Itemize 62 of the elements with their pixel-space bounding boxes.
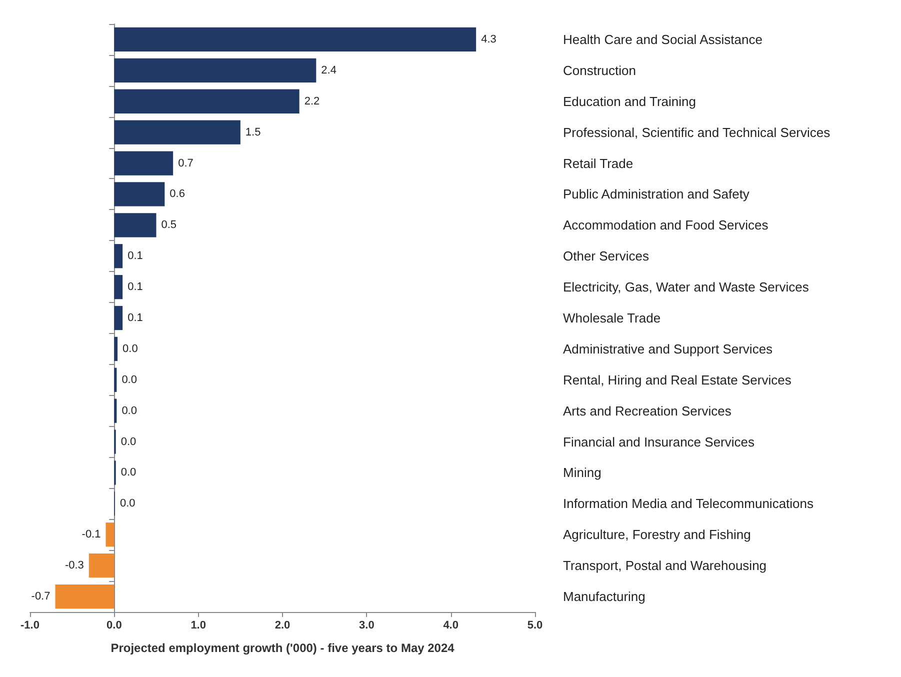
data-label: 0.0 xyxy=(120,436,136,448)
bar xyxy=(114,151,174,176)
data-label: 0.6 xyxy=(170,188,185,200)
y-tick-label: Information Media and Telecommunications xyxy=(563,496,814,512)
y-tick-label: Construction xyxy=(563,62,636,78)
data-label: 1.5 xyxy=(245,126,261,138)
data-label: 0.0 xyxy=(122,342,138,355)
y-tick-label: Accommodation and Food Services xyxy=(563,218,769,233)
y-tick-label: Agriculture, Forestry and Fishing xyxy=(563,527,751,542)
x-tick-label: 1.0 xyxy=(190,620,206,632)
y-tick-label: Public Administration and Safety xyxy=(563,186,750,202)
bar xyxy=(114,182,165,206)
data-label: 0.1 xyxy=(128,312,143,324)
bar xyxy=(55,584,114,609)
bar xyxy=(88,554,114,578)
bar xyxy=(114,336,118,362)
x-tick-label: 4.0 xyxy=(443,620,458,632)
y-tick-label: Education and Training xyxy=(563,94,696,109)
data-label: 0.0 xyxy=(120,498,136,510)
data-label: 2.2 xyxy=(304,95,320,108)
bar xyxy=(114,306,123,330)
x-tick-label: 5.0 xyxy=(527,620,543,632)
bar xyxy=(106,522,114,547)
data-label: -0.3 xyxy=(64,560,84,572)
y-tick-label: Transport, Postal and Warehousing xyxy=(563,558,767,574)
data-label: 0.0 xyxy=(120,466,136,479)
data-label: 0.5 xyxy=(161,219,177,232)
y-tick-label: Professional, Scientific and Technical Services xyxy=(563,124,831,140)
y-tick-label: Administrative and Support Services xyxy=(563,341,774,356)
y-tick-label: Other Services xyxy=(563,248,650,264)
y-tick-label: Manufacturing xyxy=(563,589,646,604)
y-tick-label: Arts and Recreation Services xyxy=(563,403,732,418)
data-label: -0.7 xyxy=(31,590,50,603)
y-tick-label: Financial and Insurance Services xyxy=(563,434,755,450)
data-label: 0.1 xyxy=(128,281,143,294)
bar xyxy=(114,398,117,423)
bar xyxy=(114,244,123,268)
data-label: -0.1 xyxy=(82,528,101,541)
x-axis-title: Projected employment growth ('000) - five years to May 2024 xyxy=(110,641,455,655)
y-tick-label: Health Care and Social Assistance xyxy=(563,32,762,47)
y-tick-label: Mining xyxy=(563,465,602,480)
y-tick-label: Rental, Hiring and Real Estate Services xyxy=(563,372,792,388)
bar xyxy=(114,213,156,238)
x-tick-label: 3.0 xyxy=(359,620,374,632)
bar xyxy=(114,274,123,300)
bar xyxy=(114,27,476,52)
data-label: 0.7 xyxy=(178,157,194,170)
bar xyxy=(114,89,300,114)
data-label: 0.0 xyxy=(122,404,137,417)
data-label: 4.3 xyxy=(481,33,496,46)
bar xyxy=(114,120,240,144)
x-tick-label: -1.0 xyxy=(20,620,40,632)
x-tick-label: 0.0 xyxy=(106,620,122,632)
bar xyxy=(114,58,316,82)
data-label: 0.0 xyxy=(122,374,137,386)
y-tick-label: Electricity, Gas, Water and Waste Services xyxy=(563,280,810,295)
data-label: 2.4 xyxy=(321,64,336,76)
bar xyxy=(114,368,117,392)
data-label: 0.1 xyxy=(128,250,143,262)
x-tick-label: 2.0 xyxy=(274,620,290,632)
y-tick-label: Retail Trade xyxy=(563,156,634,171)
y-tick-label: Wholesale Trade xyxy=(563,310,661,326)
